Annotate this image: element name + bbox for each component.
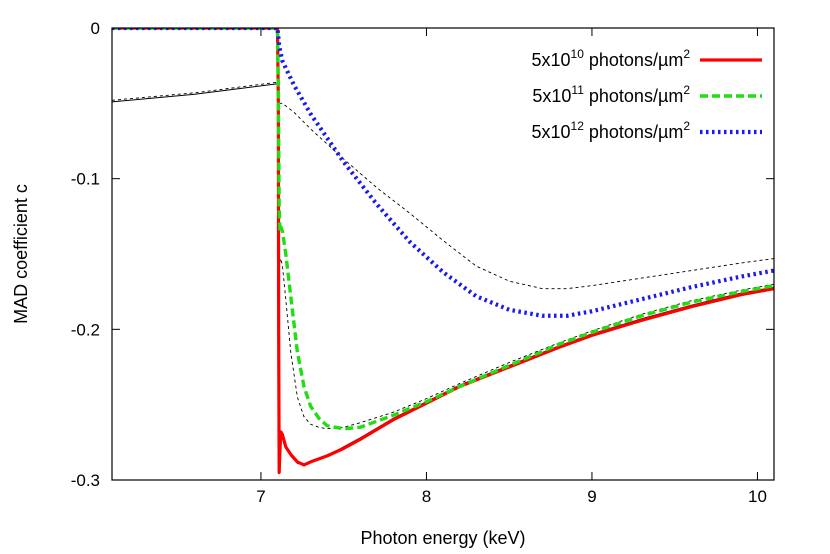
ticks-layer: 7 8 9 10 0 -0.1 -0.2 -0.3 bbox=[71, 19, 774, 506]
y-tick-label-3: -0.3 bbox=[71, 471, 100, 490]
x-tick-label-1: 8 bbox=[422, 487, 431, 506]
plot-frame bbox=[111, 27, 775, 481]
y-tick-label-0: 0 bbox=[91, 19, 100, 38]
x-tick-label-0: 7 bbox=[256, 487, 265, 506]
y-axis-label: MAD coefficient c bbox=[11, 184, 31, 324]
series-line-1 bbox=[112, 28, 774, 431]
legend-label-2: 5x1012 photons/µm2 bbox=[531, 119, 690, 142]
y-tick-label-1: -0.1 bbox=[71, 170, 100, 189]
y-tick-label-2: -0.2 bbox=[71, 320, 100, 339]
x-tick-label-2: 9 bbox=[587, 487, 596, 506]
series-line-2 bbox=[112, 28, 774, 318]
legend-label-0: 5x1010 photons/µm2 bbox=[531, 47, 690, 70]
x-tick-label-3: 10 bbox=[748, 487, 767, 506]
series-layer bbox=[112, 28, 774, 475]
legend-label-1: 5x1011 photons/µm2 bbox=[532, 83, 690, 106]
series-line-0 bbox=[112, 28, 774, 475]
legend: 5x1010 photons/µm2 5x1011 photons/µm2 5x10… bbox=[531, 47, 762, 142]
reference-line-3 bbox=[112, 83, 774, 473]
x-axis-label: Photon energy (keV) bbox=[360, 528, 525, 548]
reference-line-5 bbox=[279, 102, 774, 290]
